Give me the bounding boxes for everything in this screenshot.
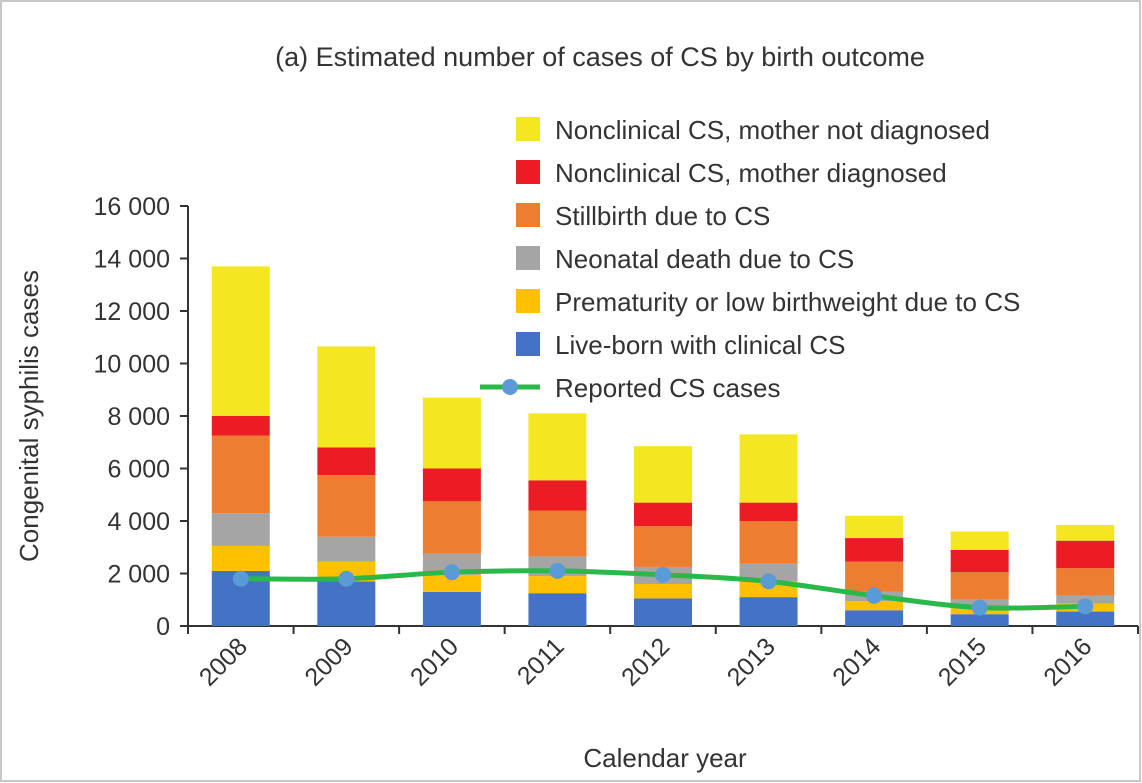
reported-point xyxy=(338,570,355,587)
bar-segment xyxy=(422,591,481,626)
bar-segment xyxy=(1056,568,1115,596)
y-tick-label: 14 000 xyxy=(94,246,170,274)
bar-segment xyxy=(211,545,270,571)
bar-segment xyxy=(422,468,481,502)
legend-label: Stillbirth due to CS xyxy=(555,201,770,231)
bar-segment xyxy=(528,593,587,626)
bar-segment xyxy=(845,610,904,626)
y-tick-label: 6 000 xyxy=(107,456,170,484)
reported-line xyxy=(232,562,1094,616)
bar-segment xyxy=(950,549,1009,573)
bar-segment xyxy=(739,563,798,582)
bar-segment xyxy=(634,446,692,503)
bar-segment xyxy=(317,536,376,562)
bar-segment xyxy=(845,601,904,611)
bar-segment xyxy=(739,434,798,503)
bar-segment xyxy=(1056,540,1115,569)
reported-point xyxy=(549,562,566,579)
bar-segment xyxy=(528,510,587,557)
bar-segment xyxy=(211,266,270,416)
bar-segment xyxy=(1056,611,1115,626)
bar-segment xyxy=(422,397,481,469)
y-tick-label: 12 000 xyxy=(94,298,170,326)
y-tick-label: 4 000 xyxy=(107,508,170,536)
legend-swatch xyxy=(516,332,540,356)
x-tick-label: 2012 xyxy=(616,632,675,691)
bar-segment xyxy=(634,502,692,527)
legend: Nonclinical CS, mother not diagnosed Nonc… xyxy=(480,115,1020,403)
reported-point xyxy=(1077,598,1094,615)
x-tick-label: 2011 xyxy=(512,632,570,690)
bar-segment xyxy=(845,538,904,562)
bar-segment xyxy=(211,416,270,436)
y-tick-label: 10 000 xyxy=(94,351,170,379)
bar-segment xyxy=(845,515,904,539)
y-tick-label: 16 000 xyxy=(94,193,170,221)
y-axis: 0 2 000 4 000 6 000 8 000 10 000 12 000 14 000 1… xyxy=(94,193,189,641)
y-tick-label: 0 xyxy=(156,613,170,641)
reported-point xyxy=(760,573,777,590)
x-tick-label: 2009 xyxy=(299,632,358,691)
x-tick-label: 2014 xyxy=(827,632,886,691)
bar-segment xyxy=(317,346,376,448)
bar-segment xyxy=(422,501,481,554)
legend-swatch xyxy=(516,203,540,227)
bar-segment xyxy=(317,581,376,626)
legend-swatch xyxy=(516,160,540,184)
legend-swatch xyxy=(516,289,540,313)
y-axis-title: Congenital syphilis cases xyxy=(14,270,44,562)
bar-segment xyxy=(739,521,798,563)
y-tick-label: 2 000 xyxy=(107,561,170,589)
bar-segment xyxy=(634,526,692,567)
bar-segment xyxy=(950,531,1009,550)
bar-segment xyxy=(739,502,798,521)
legend-swatch xyxy=(516,117,540,141)
legend-label: Live-born with clinical CS xyxy=(555,330,845,360)
legend-swatch xyxy=(516,246,540,270)
bar-segment xyxy=(528,413,587,481)
reported-point xyxy=(655,566,671,583)
legend-line-marker xyxy=(502,379,518,395)
reported-point xyxy=(232,570,249,587)
reported-point xyxy=(971,599,988,616)
x-axis-title: Calendar year xyxy=(583,743,747,773)
x-axis: 2008 2009 2010 2011 2012 2013 2014 2015 2016 xyxy=(187,625,1139,692)
bar-segment xyxy=(317,447,376,476)
x-tick-label: 2008 xyxy=(194,632,253,691)
x-tick-label: 2016 xyxy=(1038,632,1097,691)
reported-point xyxy=(443,564,460,581)
bar-segment xyxy=(528,480,587,511)
bar-segment xyxy=(634,584,692,599)
bar-segment xyxy=(634,598,692,626)
reported-point xyxy=(866,587,883,604)
bar-segment xyxy=(422,574,481,592)
legend-label: Neonatal death due to CS xyxy=(555,244,854,274)
legend-label: Nonclinical CS, mother not diagnosed xyxy=(555,115,990,145)
bar-segment xyxy=(211,435,270,514)
legend-label: Nonclinical CS, mother diagnosed xyxy=(555,158,947,188)
bar-segment xyxy=(845,561,904,592)
chart-title: (a) Estimated number of cases of CS by b… xyxy=(275,42,925,72)
legend-label: Prematurity or low birthweight due to CS xyxy=(555,287,1020,317)
legend-label: Reported CS cases xyxy=(555,373,780,403)
bar-segment xyxy=(950,614,1009,626)
x-tick-label: 2013 xyxy=(722,632,781,691)
x-tick-label: 2015 xyxy=(933,632,992,691)
bar-segment xyxy=(528,576,587,594)
bar-segment xyxy=(950,572,1009,600)
bar-segment xyxy=(211,513,270,546)
bar-segment xyxy=(317,475,376,537)
x-tick-label: 2010 xyxy=(405,632,464,691)
bar-segment xyxy=(1056,524,1115,541)
bar-segment xyxy=(739,597,798,626)
y-tick-label: 8 000 xyxy=(107,403,170,431)
